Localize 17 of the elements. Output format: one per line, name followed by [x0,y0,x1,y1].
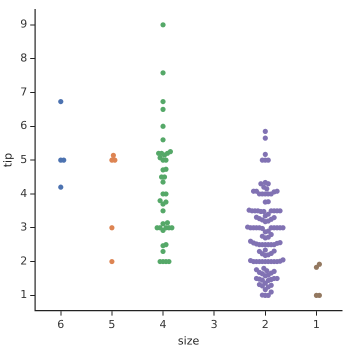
x-tick-label: 1 [312,318,320,332]
y-tick-label: 2 [20,254,28,268]
y-tick-label: 8 [20,52,28,64]
x-tick-label: 3 [210,318,218,332]
y-tick-label: 7 [20,85,28,98]
y-tick-label: 1 [20,288,28,302]
x-tick-label: 2 [262,318,269,332]
y-tick-label: 5 [20,152,28,166]
x-tick-label: 6 [57,318,64,332]
y-tick-label: 4 [20,186,28,200]
y-tick-label: 6 [20,119,28,132]
x-tick-label: 5 [108,318,116,332]
y-tick-label: 9 [20,18,28,31]
y-tick-label: 3 [20,220,28,234]
x-tick-label: 4 [160,318,167,332]
y-axis-title: tip [1,152,14,168]
x-axis-title: size [178,334,200,348]
